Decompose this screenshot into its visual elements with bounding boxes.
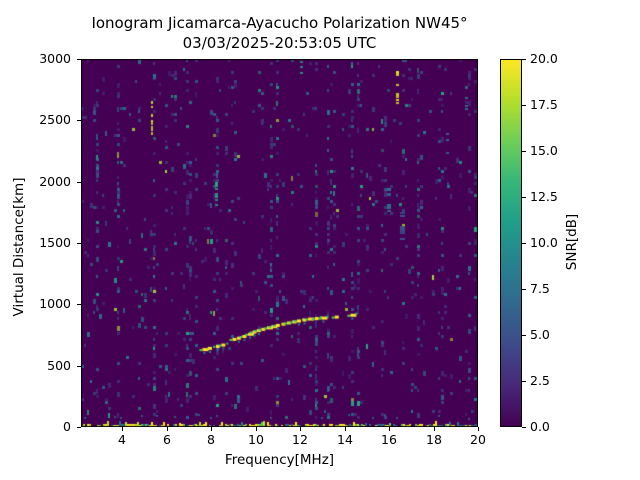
- y-tick-mark: [77, 427, 81, 428]
- y-tick-label: 2000: [39, 174, 71, 189]
- x-tick-label: 20: [470, 432, 486, 447]
- x-tick-label: 4: [118, 432, 126, 447]
- chart-subtitle: 03/03/2025-20:53:05 UTC: [182, 34, 377, 52]
- colorbar-tick-mark: [522, 151, 526, 152]
- colorbar-tick-mark: [522, 381, 526, 382]
- colorbar-tick-label: 20.0: [530, 51, 558, 66]
- y-tick-mark: [77, 304, 81, 305]
- x-tick-mark: [478, 427, 479, 431]
- x-tick-label: 10: [248, 432, 264, 447]
- y-tick-label: 1500: [39, 235, 71, 250]
- colorbar-tick-mark: [522, 197, 526, 198]
- heatmap-canvas: [81, 59, 478, 427]
- y-tick-mark: [77, 182, 81, 183]
- y-tick-label: 2500: [39, 112, 71, 127]
- y-tick-label: 500: [47, 358, 71, 373]
- colorbar-tick-label: 7.5: [530, 281, 550, 296]
- y-tick-label: 0: [63, 419, 71, 434]
- y-tick-mark: [77, 59, 81, 60]
- y-tick-mark: [77, 366, 81, 367]
- x-tick-label: 16: [381, 432, 397, 447]
- colorbar-tick-label: 15.0: [530, 143, 558, 158]
- x-tick-mark: [256, 427, 257, 431]
- y-axis-label: Virtual Distance[km]: [11, 177, 27, 317]
- colorbar-tick-mark: [522, 105, 526, 106]
- colorbar-gradient: [500, 59, 522, 427]
- x-tick-label: 12: [292, 432, 308, 447]
- colorbar-tick-label: 2.5: [530, 373, 550, 388]
- x-tick-label: 8: [207, 432, 215, 447]
- x-tick-mark: [211, 427, 212, 431]
- x-tick-mark: [345, 427, 346, 431]
- y-tick-mark: [77, 120, 81, 121]
- colorbar-tick-label: 5.0: [530, 327, 550, 342]
- x-tick-label: 18: [426, 432, 442, 447]
- x-tick-mark: [122, 427, 123, 431]
- colorbar-tick-mark: [522, 243, 526, 244]
- chart-title-block: Ionogram Jicamarca-Ayacucho Polarization…: [81, 13, 478, 53]
- x-tick-mark: [389, 427, 390, 431]
- colorbar-tick-mark: [522, 59, 526, 60]
- chart-title: Ionogram Jicamarca-Ayacucho Polarization…: [91, 14, 468, 32]
- x-axis-label: Frequency[MHz]: [224, 452, 335, 468]
- x-tick-mark: [434, 427, 435, 431]
- colorbar-tick-label: 12.5: [530, 189, 558, 204]
- y-tick-label: 1000: [39, 296, 71, 311]
- y-tick-label: 3000: [39, 51, 71, 66]
- x-tick-label: 14: [337, 432, 353, 447]
- x-tick-label: 6: [163, 432, 171, 447]
- colorbar-tick-label: 10.0: [530, 235, 558, 250]
- colorbar-tick-label: 0.0: [530, 419, 550, 434]
- x-tick-mark: [167, 427, 168, 431]
- colorbar-tick-mark: [522, 335, 526, 336]
- colorbar-tick-mark: [522, 289, 526, 290]
- x-tick-mark: [300, 427, 301, 431]
- colorbar-tick-label: 17.5: [530, 97, 558, 112]
- colorbar-tick-mark: [522, 427, 526, 428]
- y-tick-mark: [77, 243, 81, 244]
